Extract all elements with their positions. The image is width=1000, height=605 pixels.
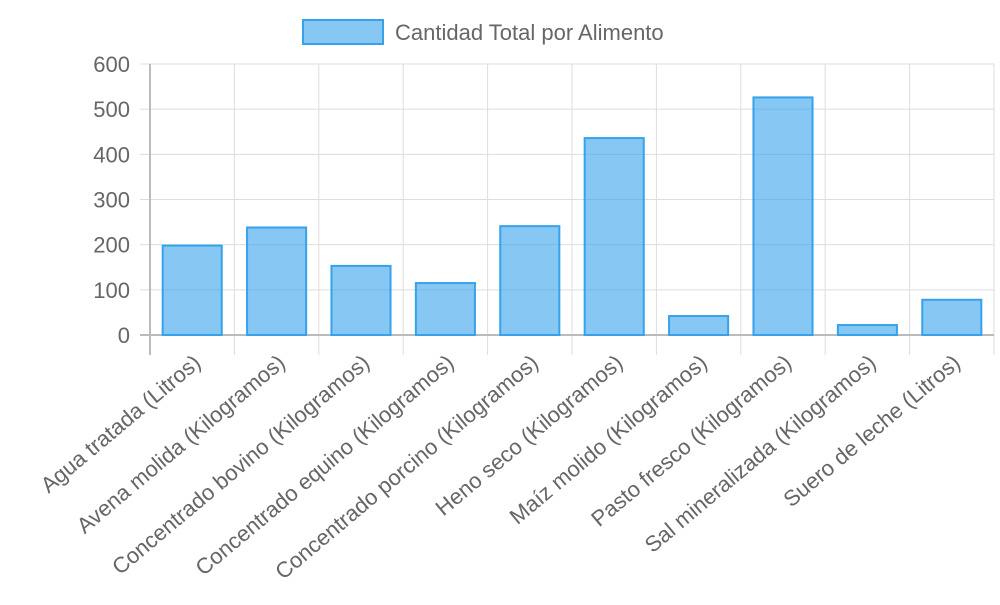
bar[interactable] [836,324,898,336]
y-tick-label: 500 [93,97,130,122]
bar[interactable] [161,244,223,337]
y-axis-tick-labels: 0 100 200 300 400 500 600 [93,52,130,348]
bar[interactable] [583,137,645,336]
y-tick-label: 100 [93,278,130,303]
bar[interactable] [414,282,476,336]
bar[interactable] [668,315,730,336]
y-tick-label: 300 [93,188,130,213]
bars [161,96,983,337]
y-tick-label: 200 [93,233,130,258]
grid [150,63,995,335]
legend-swatch [302,19,384,45]
bar[interactable] [246,226,308,336]
bar[interactable] [330,264,392,336]
bar[interactable] [752,96,814,336]
x-axis-tick-labels: Agua tratada (Litros)Avena molida (Kilog… [36,350,965,585]
bar[interactable] [921,298,983,336]
x-tick-label: Agua tratada (Litros) [36,350,206,498]
y-tick-label: 600 [93,52,130,77]
legend-label: Cantidad Total por Alimento [395,20,664,45]
y-tick-label: 400 [93,142,130,167]
y-tick-label: 0 [118,323,130,348]
bar[interactable] [499,225,561,336]
legend[interactable]: Cantidad Total por Alimento [302,19,664,45]
